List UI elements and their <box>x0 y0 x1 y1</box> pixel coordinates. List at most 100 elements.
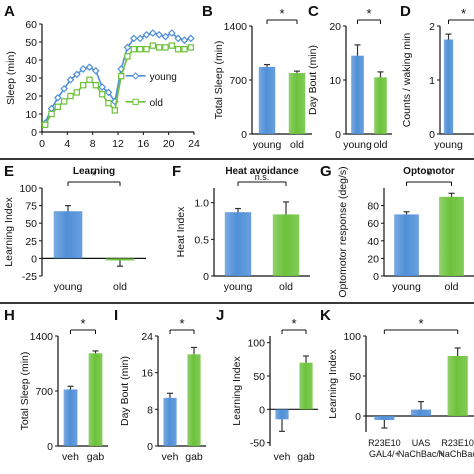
legend-label: old <box>150 98 163 109</box>
panel-label: I <box>114 307 118 324</box>
y-tick-label: 30 <box>25 73 37 85</box>
chart-title: Optomotor <box>403 166 455 177</box>
point-old <box>143 45 150 53</box>
y-tick-label: 0 <box>335 129 341 141</box>
y-tick-label: 0 <box>259 404 265 416</box>
x-tick-label: 8 <box>90 138 96 150</box>
y-tick-label: 1 <box>429 75 435 87</box>
chart-svg-c: C 0 10 20 Day Bout (min) young old * <box>307 3 392 151</box>
legend-label: young <box>150 72 177 83</box>
y-tick-label: 1400 <box>224 21 248 33</box>
point-old <box>92 81 100 89</box>
point-young <box>174 34 183 43</box>
significance-label: * <box>80 316 85 331</box>
bar-i-0 <box>163 397 177 446</box>
y-tick-label: 40 <box>25 55 37 67</box>
x-tick-label: R23E10 <box>441 438 474 448</box>
point-old <box>86 76 93 83</box>
point-old <box>54 103 62 110</box>
y-axis-label: Sleep (min) <box>5 51 17 105</box>
bar-d-0 <box>443 39 454 134</box>
y-tick-label: 20 <box>25 91 37 103</box>
bar-f-0 <box>224 212 252 276</box>
y-axis-label: Learning Index <box>231 356 243 426</box>
x-tick-label: veh <box>162 451 179 463</box>
point-young <box>60 84 69 93</box>
panel-label: B <box>202 3 213 20</box>
x-tick-label: UAS <box>412 438 431 448</box>
panel-e: E Learning -25 0 25 50 75 100 Learning Index youn… <box>2 162 166 300</box>
significance-label: * <box>426 168 431 183</box>
y-tick-label: 700 <box>229 75 247 87</box>
y-tick-label: 100 <box>19 183 37 195</box>
point-young <box>53 93 62 102</box>
y-tick-label: -25 <box>22 271 37 283</box>
y-tick-label: 0 <box>47 441 53 453</box>
point-young <box>98 83 107 91</box>
significance-label: * <box>91 168 96 183</box>
point-old <box>67 92 74 100</box>
y-axis-label: Optomotor response (deg/s) <box>337 166 349 297</box>
x-tick-label: 4 <box>64 138 70 150</box>
y-tick-label: 2 <box>429 21 435 33</box>
point-young <box>91 66 100 75</box>
point-old <box>174 45 182 53</box>
significance-label: n.s. <box>255 172 270 182</box>
point-old <box>181 45 188 53</box>
chart-svg-h: H 0 700 1400 Total Sleep (min) veh gab * <box>4 307 108 463</box>
x-tick-label: old <box>444 281 458 293</box>
chart-title: Heat avoidance <box>225 166 299 177</box>
y-axis-label: Heat Index <box>175 206 187 258</box>
panel-label: G <box>320 163 332 180</box>
bar-b-0 <box>258 66 276 134</box>
bar-e-1 <box>105 258 135 261</box>
y-tick-label: 25 <box>25 236 37 248</box>
y-tick-label: 10 <box>25 109 37 121</box>
x-tick-label: NaChBac <box>438 449 474 459</box>
panel-label: C <box>308 3 319 20</box>
point-young <box>148 29 157 37</box>
y-tick-label: 0 <box>31 127 37 139</box>
panel-f: F Heat avoidance 0 0.5 1.0 Heat Index young old… <box>170 162 316 300</box>
point-young <box>85 63 94 72</box>
panel-b: B 0 700 1400 Total Sleep (min) young old * <box>200 2 312 152</box>
y-tick-label: 80 <box>367 201 379 213</box>
point-old <box>79 81 87 89</box>
panel-a: A 0 4 8 12 16 20 24 0 10 20 30 40 50 60 Sleep (min) youn… <box>2 2 202 152</box>
y-tick-label: 100 <box>247 338 265 350</box>
point-young <box>161 32 170 41</box>
panel-label: H <box>4 307 15 324</box>
point-old <box>48 110 55 118</box>
x-tick-label: young <box>392 281 421 293</box>
y-tick-label: 0 <box>31 253 37 265</box>
point-old <box>162 44 169 51</box>
y-tick-label: 0 <box>355 411 361 423</box>
x-tick-label: gab <box>87 451 105 463</box>
bar-b-1 <box>288 73 306 134</box>
y-tick-label: 20 <box>329 21 341 33</box>
point-old <box>117 72 125 80</box>
point-young <box>142 30 151 39</box>
significance-label: * <box>291 316 296 331</box>
y-tick-label: 16 <box>141 368 153 380</box>
y-tick-label: 0 <box>147 441 153 453</box>
bar-e-0 <box>53 211 83 259</box>
point-old <box>187 44 195 51</box>
point-old <box>149 42 157 49</box>
y-tick-label: 60 <box>367 218 379 230</box>
point-young <box>79 65 88 73</box>
bar-c-1 <box>374 77 387 134</box>
x-tick-label: veh <box>62 451 79 463</box>
y-tick-label: 50 <box>25 37 37 49</box>
y-tick-label: 0 <box>373 271 379 283</box>
y-tick-label: 10 <box>329 75 341 87</box>
y-tick-label: 50 <box>349 371 361 383</box>
significance-label: * <box>366 6 371 21</box>
point-young <box>123 43 132 52</box>
point-old <box>130 45 138 53</box>
y-axis-label: Day Bout (min) <box>307 45 319 115</box>
x-tick-label: 20 <box>163 138 175 150</box>
point-old <box>168 42 176 49</box>
x-tick-label: 0 <box>39 138 45 150</box>
